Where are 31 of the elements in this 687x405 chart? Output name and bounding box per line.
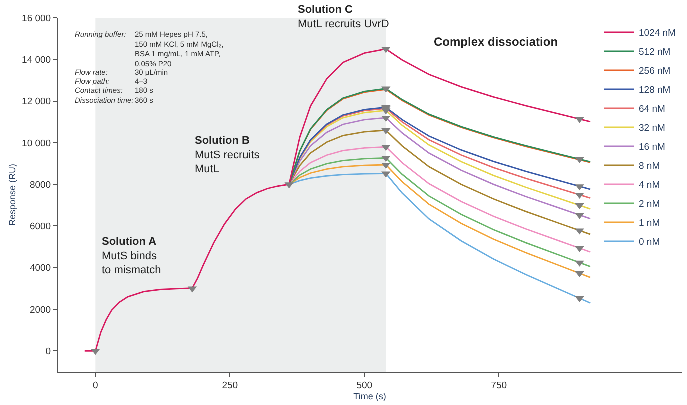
annotation: Complex dissociation <box>434 35 558 49</box>
x-tick-label: 500 <box>356 380 373 392</box>
legend-label: 32 nM <box>639 123 666 134</box>
y-tick-label: 12 000 <box>22 96 52 108</box>
y-tick-label: 0 <box>46 346 52 358</box>
x-tick-label: 0 <box>93 380 98 392</box>
y-tick-label: 2000 <box>30 304 52 316</box>
legend-label: 2 nM <box>639 199 660 210</box>
legend-label: 64 nM <box>639 104 666 116</box>
annotation: Solution A MutS binds to mismatch <box>102 236 162 277</box>
y-tick-label: 4000 <box>30 263 52 274</box>
legend-label: 128 nM <box>639 85 671 96</box>
x-tick-label: 250 <box>222 380 238 392</box>
y-tick-label: 14 000 <box>22 54 52 66</box>
annotation: Solution C MutL recruits UvrD <box>298 4 390 30</box>
legend-label: 512 nM <box>639 47 671 58</box>
y-tick-label: 8000 <box>30 180 52 191</box>
legend-label: 0 nM <box>639 237 660 248</box>
legend-label: 1024 nM <box>639 28 676 40</box>
y-tick-label: 6000 <box>30 222 52 233</box>
legend-label: 1 nM <box>639 218 660 230</box>
legend-label: 256 nM <box>639 66 671 78</box>
y-tick-label: 16 000 <box>22 13 52 24</box>
x-tick-label: 750 <box>491 380 508 392</box>
y-tick-label: 10 000 <box>22 138 52 150</box>
legend-label: 4 nM <box>639 180 660 192</box>
annotation: Solution B MutS recruits MutL <box>195 135 260 176</box>
x-axis-title: Time (s) <box>354 391 386 402</box>
legend-label: 16 nM <box>639 142 666 154</box>
legend-label: 8 nM <box>639 161 660 172</box>
y-axis-title: Response (RU) <box>7 164 18 226</box>
